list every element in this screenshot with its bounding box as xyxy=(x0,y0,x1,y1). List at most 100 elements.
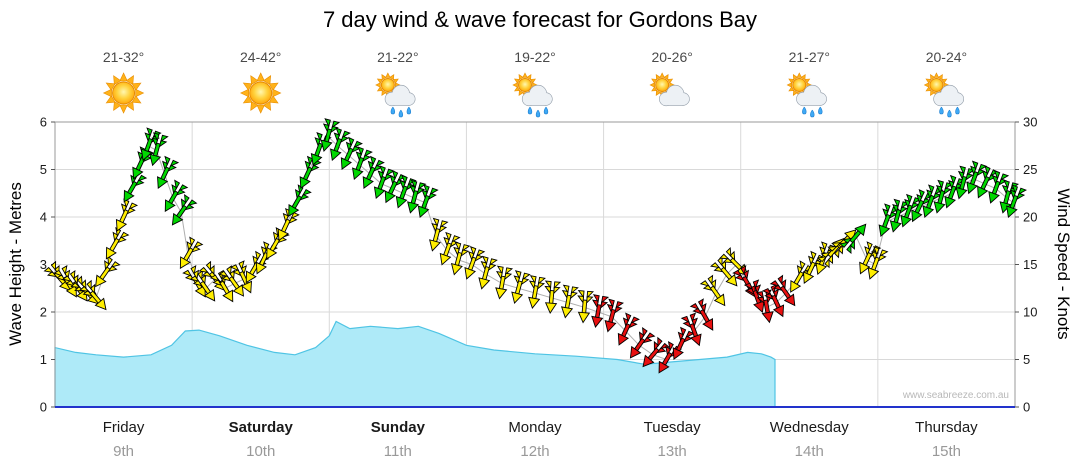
wind-arrow xyxy=(182,264,206,298)
wind-connector-line xyxy=(60,135,1014,361)
cloud-icon xyxy=(796,84,827,107)
left-tick-label: 1 xyxy=(40,352,47,367)
wind-arrow xyxy=(464,246,486,280)
temp-range-label: 20-24° xyxy=(926,49,967,65)
partly-cloudy-icon xyxy=(649,72,690,107)
wind-arrow xyxy=(450,241,471,276)
temp-range-label: 20-26° xyxy=(651,49,692,65)
wind-arrow xyxy=(495,265,514,300)
wind-arrow xyxy=(340,136,363,171)
wind-arrow xyxy=(439,231,461,266)
sun-showers-icon xyxy=(786,72,827,118)
wind-arrow xyxy=(245,250,270,284)
left-tick-label: 2 xyxy=(40,305,47,320)
left-tick-label: 3 xyxy=(40,257,47,272)
day-date-label: 13th xyxy=(658,443,687,460)
wind-arrow xyxy=(79,279,107,311)
wind-arrow xyxy=(179,236,204,270)
sun-showers-icon xyxy=(512,72,553,118)
cloud-icon xyxy=(521,84,553,107)
wind-arrow xyxy=(362,155,385,190)
watermark: www.seabreeze.com.au xyxy=(902,390,1009,401)
wind-arrow xyxy=(189,269,216,302)
wind-arrow xyxy=(299,155,322,190)
day-date-label: 12th xyxy=(520,443,549,460)
wind-arrow xyxy=(889,198,910,233)
wind-arrow xyxy=(591,294,610,328)
day-name-label: Thursday xyxy=(915,419,978,436)
wind-arrow xyxy=(604,298,625,333)
left-tick-label: 0 xyxy=(40,400,47,415)
wind-arrow xyxy=(769,274,796,307)
wind-arrow xyxy=(478,255,498,290)
wind-arrow xyxy=(164,179,189,213)
cloud-icon xyxy=(933,84,965,107)
wind-arrow xyxy=(838,223,867,255)
sunny-icon xyxy=(102,72,145,114)
temp-range-label: 21-32° xyxy=(103,49,144,65)
day-date-label: 9th xyxy=(113,443,134,460)
wind-arrow xyxy=(955,165,976,200)
wind-arrow xyxy=(680,312,702,347)
right-tick-label: 10 xyxy=(1023,305,1037,320)
wind-arrow xyxy=(1006,184,1027,219)
day-label-row: Friday 9th Saturday 10th Sunday 11th Monday 12t… xyxy=(103,419,978,460)
day-name-label: Sunday xyxy=(371,419,426,436)
rain-drops-icon xyxy=(939,106,960,118)
wind-arrow xyxy=(395,174,417,209)
wind-arrow xyxy=(761,283,785,318)
wind-arrow xyxy=(922,184,944,219)
temp-range-label: 21-27° xyxy=(789,49,830,65)
rain-drops-icon xyxy=(802,106,823,118)
temp-range-label: 19-22° xyxy=(514,49,555,65)
wind-arrow xyxy=(878,203,900,238)
axis-ticks: 0 1 2 3 4 5 6 0 5 10 15 20 25 30 xyxy=(40,115,1038,415)
wind-arrow xyxy=(140,127,162,162)
day-name-label: Wednesday xyxy=(770,419,849,436)
wind-arrows xyxy=(43,118,1027,374)
wind-arrow xyxy=(577,290,594,324)
cloud-icon xyxy=(384,84,416,107)
day-date-label: 11th xyxy=(384,443,412,460)
wind-arrow xyxy=(95,255,121,288)
right-tick-label: 15 xyxy=(1023,257,1037,272)
wind-arrow xyxy=(966,160,988,195)
wind-arrow xyxy=(330,127,351,162)
wind-arrow xyxy=(933,179,954,214)
day-date-label: 10th xyxy=(246,443,275,460)
chart-title: 7 day wind & wave forecast for Gordons B… xyxy=(322,7,758,32)
wind-arrow xyxy=(429,217,449,252)
wind-arrow xyxy=(417,184,439,219)
wind-arrow xyxy=(743,279,765,314)
wind-arrow xyxy=(617,312,640,346)
day-date-label: 15th xyxy=(932,443,961,460)
right-tick-label: 20 xyxy=(1023,210,1037,225)
wind-arrow xyxy=(719,246,749,276)
right-tick-label: 5 xyxy=(1023,352,1030,367)
wind-arrow xyxy=(157,155,180,190)
wind-arrow xyxy=(384,169,407,204)
temp-range-label: 24-42° xyxy=(240,49,281,65)
left-tick-label: 4 xyxy=(40,210,47,225)
sun-showers-icon xyxy=(923,72,965,118)
wind-arrow xyxy=(977,165,1000,199)
sunny-icon xyxy=(240,72,282,114)
sun-icon xyxy=(102,72,145,114)
wind-arrow xyxy=(699,274,726,307)
wind-arrow xyxy=(352,146,373,181)
day-name-label: Monday xyxy=(508,419,562,436)
wind-arrow xyxy=(710,255,738,287)
wind-arrow xyxy=(642,336,670,368)
wind-arrow xyxy=(149,132,169,167)
rain-drops-icon xyxy=(527,106,549,118)
right-tick-label: 25 xyxy=(1023,162,1037,177)
wind-arrow xyxy=(689,298,714,331)
rain-drops-icon xyxy=(390,106,412,118)
wind-arrow xyxy=(277,207,300,242)
sun-showers-icon xyxy=(375,72,416,118)
wind-arrow xyxy=(867,246,889,280)
wind-arrow xyxy=(629,326,656,359)
wind-arrow xyxy=(900,193,922,228)
